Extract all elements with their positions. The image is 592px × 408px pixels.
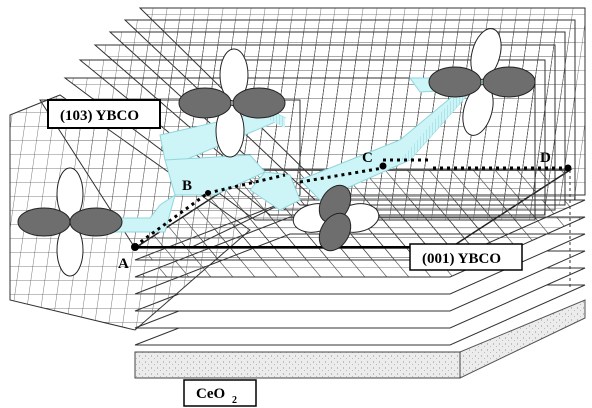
point-a: A bbox=[118, 243, 139, 272]
orbital-top bbox=[178, 48, 286, 158]
svg-text:CeO: CeO bbox=[196, 386, 225, 402]
svg-text:A: A bbox=[118, 256, 129, 272]
svg-text:(103) YBCO: (103) YBCO bbox=[60, 108, 139, 124]
svg-text:C: C bbox=[362, 150, 373, 166]
point-c: C bbox=[362, 150, 387, 170]
dotted-path bbox=[134, 158, 568, 248]
point-d: D bbox=[540, 150, 572, 172]
point-b: B bbox=[182, 178, 211, 196]
label-103-ybco: (103) YBCO bbox=[47, 99, 161, 129]
label-001-ybco: (001) YBCO bbox=[409, 243, 523, 271]
label-ceo2: CeO 2 bbox=[183, 379, 257, 407]
orbital-left bbox=[17, 167, 123, 277]
orbital-right bbox=[428, 28, 536, 136]
svg-text:2: 2 bbox=[232, 395, 237, 406]
svg-text:B: B bbox=[182, 178, 192, 194]
svg-text:(001) YBCO: (001) YBCO bbox=[422, 251, 501, 267]
ceo2-substrate bbox=[134, 299, 586, 379]
svg-text:D: D bbox=[540, 150, 551, 166]
orbital-center bbox=[292, 184, 380, 252]
